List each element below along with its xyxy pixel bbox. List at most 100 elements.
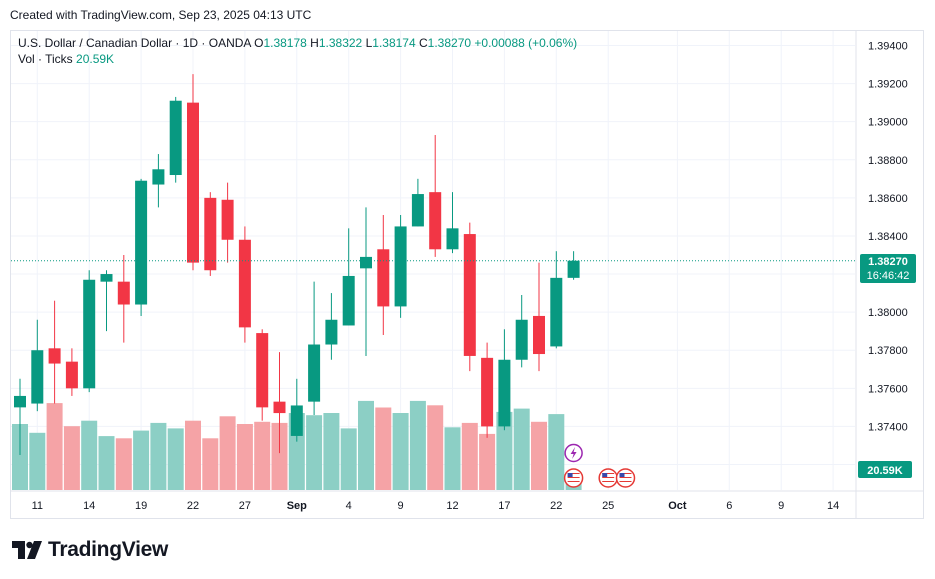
time-tick-label: 22 <box>187 500 199 512</box>
candle-body[interactable] <box>515 319 528 360</box>
volume-bar[interactable] <box>548 414 565 490</box>
time-tick-label: 27 <box>239 500 251 512</box>
legend-high-label: H <box>310 36 319 50</box>
candle-body[interactable] <box>273 401 286 414</box>
candle-body[interactable] <box>567 260 580 278</box>
volume-bar[interactable] <box>358 400 374 490</box>
volume-bar[interactable] <box>12 424 28 490</box>
candle-body[interactable] <box>65 361 78 389</box>
candle-body[interactable] <box>498 359 511 427</box>
flag-stripe <box>602 477 615 478</box>
candle-body[interactable] <box>394 226 407 307</box>
candle-body[interactable] <box>308 344 321 402</box>
candle-body[interactable] <box>377 249 390 307</box>
time-tick-label: 17 <box>498 500 510 512</box>
candle-body[interactable] <box>429 192 442 250</box>
candle-body[interactable] <box>411 194 424 227</box>
candle-body[interactable] <box>169 100 182 176</box>
price-tick-label: 1.38000 <box>868 307 908 319</box>
candle-body[interactable] <box>100 274 113 282</box>
candle-body[interactable] <box>83 279 96 389</box>
volume-bar[interactable] <box>98 436 115 490</box>
candle-body[interactable] <box>238 239 251 328</box>
time-tick-label: 4 <box>346 500 352 512</box>
volume-bar[interactable] <box>513 408 530 490</box>
time-tick-label: 14 <box>83 500 95 512</box>
volume-bar[interactable] <box>271 422 288 490</box>
time-tick-label: Sep <box>287 500 307 512</box>
time-tick-label: 6 <box>726 500 732 512</box>
candle-body[interactable] <box>187 102 199 263</box>
candle-body[interactable] <box>446 228 459 250</box>
us-flag-icon <box>602 473 615 482</box>
volume-bar[interactable] <box>29 432 46 490</box>
candle-body[interactable] <box>135 180 148 305</box>
legend-low-label: L <box>365 36 373 50</box>
volume-bar[interactable] <box>46 403 63 490</box>
candle-body[interactable] <box>290 405 303 436</box>
volume-bar[interactable] <box>219 416 236 490</box>
candle-body[interactable] <box>256 333 269 408</box>
chart-frame[interactable] <box>10 30 924 519</box>
volume-bar[interactable] <box>115 438 132 490</box>
candle-body[interactable] <box>550 277 563 347</box>
volume-bar[interactable] <box>63 426 80 490</box>
candle-body[interactable] <box>342 275 355 326</box>
volume-badge <box>858 461 912 478</box>
candle-body[interactable] <box>48 348 61 364</box>
price-tick-label: 1.39000 <box>868 117 908 129</box>
volume-bar[interactable] <box>409 400 426 490</box>
volume-bar[interactable] <box>306 415 323 490</box>
legend-ohlc: U.S. Dollar / Canadian Dollar · 1D · OAN… <box>18 36 577 50</box>
candle-body[interactable] <box>463 234 476 356</box>
candle-body[interactable] <box>14 395 26 408</box>
flag-stripe <box>602 479 615 480</box>
volume-bar[interactable] <box>323 413 340 490</box>
volume-bar[interactable] <box>202 438 219 490</box>
volume-bar[interactable] <box>340 428 357 490</box>
volume-bar[interactable] <box>254 421 271 490</box>
candle-body[interactable] <box>221 199 234 240</box>
tradingview-logo-text: TradingView <box>48 538 169 561</box>
candle-body[interactable] <box>152 169 165 185</box>
volume-bar[interactable] <box>81 420 98 490</box>
time-tick-label: Oct <box>668 500 687 512</box>
axis-badges: 1.38270 16:46:42 20.59K <box>858 254 916 478</box>
tradingview-logo[interactable]: TradingView <box>12 538 168 562</box>
volume-bar[interactable] <box>531 421 547 490</box>
time-tick-label: 9 <box>778 500 784 512</box>
flag-stripe <box>567 473 580 474</box>
candle-body[interactable] <box>117 281 130 305</box>
volume-bar[interactable] <box>496 411 513 490</box>
time-axis: 11 14 19 22 27 Sep 4 9 12 17 22 25 Oct 6 9 14 <box>11 490 923 512</box>
flag-stripe <box>567 477 580 478</box>
candle-body[interactable] <box>204 197 217 271</box>
volume-bar[interactable] <box>461 422 478 490</box>
last-price-badge <box>860 254 916 283</box>
candle-body[interactable] <box>325 319 338 345</box>
volume-bar[interactable] <box>392 413 409 490</box>
volume-bar[interactable] <box>444 427 461 490</box>
price-tick-label: 1.37600 <box>868 383 908 395</box>
candle-body[interactable] <box>31 350 44 404</box>
volume-bar[interactable] <box>375 407 392 491</box>
volume-bar[interactable] <box>185 420 201 490</box>
legend-volume-value: 20.59K <box>76 52 115 66</box>
legend-high-value: 1.38322 <box>318 36 363 50</box>
candle-body[interactable] <box>533 315 545 355</box>
legend-low-value: 1.38174 <box>372 36 416 50</box>
flag-canton <box>619 473 625 477</box>
candle-body[interactable] <box>481 357 494 427</box>
time-tick-label: 9 <box>398 500 404 512</box>
candle-body[interactable] <box>360 256 372 269</box>
volume-bar[interactable] <box>236 424 253 490</box>
volume-bar[interactable] <box>479 433 496 490</box>
flag-stripe <box>567 475 580 476</box>
volume-bar[interactable] <box>427 405 444 490</box>
legend-change: +0.00088 (+0.06%) <box>474 36 578 50</box>
volume-bar[interactable] <box>150 422 167 490</box>
volume-bar[interactable] <box>133 430 150 490</box>
price-tick-label: 1.37400 <box>868 421 908 433</box>
volume-bar[interactable] <box>167 428 184 490</box>
